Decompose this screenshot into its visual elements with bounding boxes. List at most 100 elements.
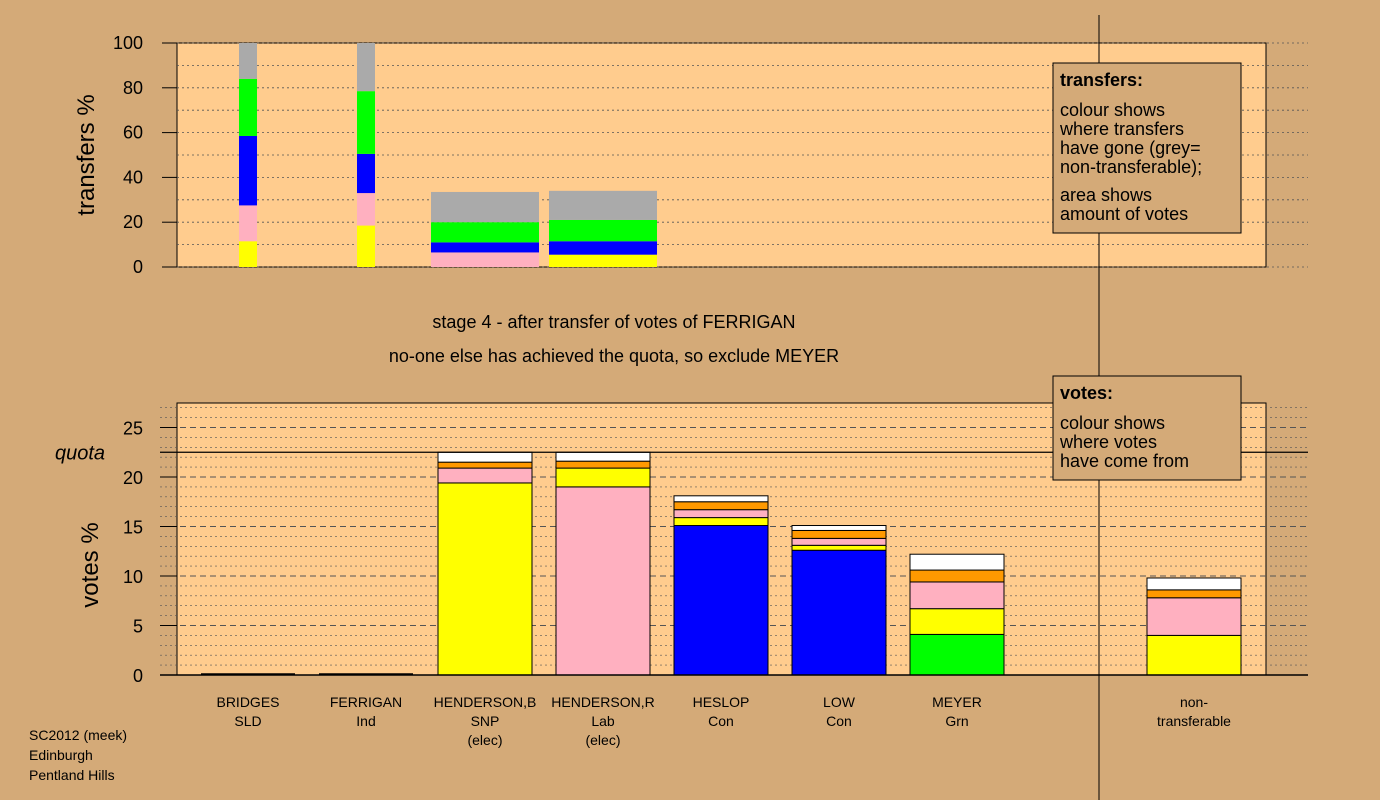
vote-segment-Lab	[673, 509, 769, 519]
vote-segment-SLD	[909, 569, 1005, 583]
vote-segment-Con	[673, 525, 769, 676]
category-label: Con	[708, 713, 734, 729]
votes-y-tick-label: 15	[123, 518, 143, 538]
transfer-segment-Lab	[431, 252, 539, 267]
vote-segment-Lab	[909, 581, 1005, 610]
category-label: SLD	[234, 713, 261, 729]
votes-legend-line: where votes	[1059, 432, 1157, 452]
votes-y-tick-label: 10	[123, 567, 143, 587]
category-label: FERRIGAN	[330, 694, 402, 710]
transfers-legend-line: colour shows	[1060, 100, 1165, 120]
votes-y-tick-label: 0	[133, 666, 143, 686]
category-label: HENDERSON,B	[434, 694, 537, 710]
vote-segment-SLD	[1146, 589, 1242, 599]
transfer-segment-Grn	[357, 91, 375, 154]
vote-segment-SNP	[555, 467, 651, 488]
votes-y-tick-label: 25	[123, 419, 143, 439]
votes-legend: votes: colour shows where votes have com…	[1052, 375, 1242, 481]
vote-segment-Lab	[555, 486, 651, 676]
category-label: SNP	[471, 713, 500, 729]
transfers-legend-title: transfers:	[1060, 70, 1143, 90]
transfer-segment-non-transferable	[239, 43, 257, 79]
footer-line: SC2012 (meek)	[29, 727, 127, 743]
vote-segment-Ind	[555, 451, 651, 462]
category-label: Lab	[591, 713, 615, 729]
vote-segment-SLD	[673, 501, 769, 511]
transfers-y-tick-label: 80	[123, 78, 143, 98]
transfers-y-tick-label: 0	[133, 257, 143, 277]
transfers-legend-box	[1052, 62, 1242, 234]
transfer-segment-SNP	[357, 225, 375, 267]
transfer-segment-Con	[431, 242, 539, 253]
transfers-legend-line: area shows	[1060, 185, 1152, 205]
category-label: Grn	[945, 713, 968, 729]
vote-segment-Ind	[1146, 577, 1242, 591]
transfer-segment-Con	[549, 241, 657, 255]
vote-segment-SLD	[555, 460, 651, 469]
vote-segment-SLD	[791, 529, 887, 539]
transfers-legend-line: non-transferable);	[1060, 157, 1202, 177]
vote-segment-Ind	[673, 495, 769, 503]
transfer-segment-non-transferable	[549, 190, 657, 220]
transfers-y-ticks: 0 20 40 60 80 100	[113, 33, 177, 277]
votes-y-ticks: 0 5 10 15 20 25	[123, 419, 177, 686]
transfer-segment-Lab	[239, 205, 257, 242]
transfers-y-tick-label: 60	[123, 123, 143, 143]
vote-segment-Lab	[1146, 597, 1242, 636]
votes-y-axis-title: votes %	[77, 522, 104, 607]
vote-segment-Lab	[791, 537, 887, 546]
votes-bars	[201, 451, 1242, 676]
vote-segment-Con	[791, 549, 887, 676]
vote-segment-SNP	[909, 608, 1005, 635]
vote-segment-SNP	[1146, 634, 1242, 676]
vote-segment-Ind	[909, 553, 1005, 571]
stage-line-2: no-one else has achieved the quota, so e…	[389, 346, 839, 366]
category-label: HESLOP	[693, 694, 750, 710]
transfer-segment-non-transferable	[357, 43, 375, 92]
vote-segment-SLD	[437, 461, 533, 469]
vote-segment-SNP	[673, 517, 769, 527]
votes-y-tick-label: 5	[133, 617, 143, 637]
vote-segment-Grn	[909, 633, 1005, 676]
transfers-legend-line: where transfers	[1059, 119, 1184, 139]
transfer-segment-Grn	[431, 222, 539, 243]
transfers-y-tick-label: 20	[123, 212, 143, 232]
quota-label: quota	[55, 442, 105, 464]
transfer-segment-SNP	[549, 254, 657, 267]
vote-segment-Ind	[791, 525, 887, 531]
transfers-legend-line: have gone (grey=	[1060, 138, 1201, 158]
category-label: transferable	[1157, 713, 1231, 729]
votes-y-tick-label: 20	[123, 468, 143, 488]
category-label: (elec)	[467, 732, 502, 748]
category-label: BRIDGES	[216, 694, 279, 710]
votes-legend-line: colour shows	[1060, 413, 1165, 433]
category-label: Ind	[356, 713, 375, 729]
transfers-legend-line: amount of votes	[1060, 204, 1188, 224]
votes-category-labels: BRIDGES SLD FERRIGAN Ind HENDERSON,B SNP (elec…	[216, 694, 1231, 748]
category-label: (elec)	[585, 732, 620, 748]
vote-segment-SNP	[791, 544, 887, 551]
footer-line: Edinburgh	[29, 747, 93, 763]
category-label: non-	[1180, 694, 1208, 710]
votes-legend-box	[1052, 375, 1242, 481]
category-label: Con	[826, 713, 852, 729]
transfers-legend: transfers: colour shows where transfers …	[1052, 62, 1242, 234]
votes-legend-line: have come from	[1060, 451, 1189, 471]
vote-segment-Lab	[437, 467, 533, 484]
transfers-y-axis-title: transfers %	[73, 94, 100, 215]
transfer-segment-SNP	[239, 241, 257, 267]
transfer-segment-Grn	[549, 219, 657, 242]
transfers-y-tick-label: 40	[123, 167, 143, 187]
transfer-segment-Grn	[239, 78, 257, 136]
transfer-segment-Lab	[357, 193, 375, 226]
transfers-gridlines	[177, 42, 1308, 268]
category-label: HENDERSON,R	[551, 694, 654, 710]
vote-segment-SNP	[437, 482, 533, 676]
category-label: MEYER	[932, 694, 982, 710]
transfer-segment-non-transferable	[431, 191, 539, 223]
stage-line-1: stage 4 - after transfer of votes of FER…	[432, 312, 795, 332]
votes-legend-title: votes:	[1060, 383, 1113, 403]
footer-line: Pentland Hills	[29, 767, 115, 783]
vote-segment-Ind	[437, 451, 533, 463]
